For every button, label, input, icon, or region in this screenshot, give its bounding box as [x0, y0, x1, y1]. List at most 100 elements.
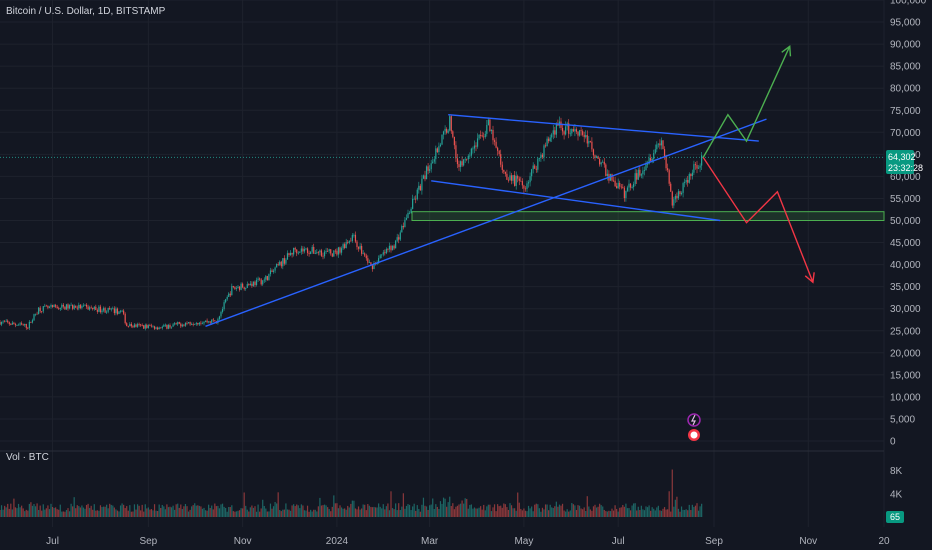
- candle-body: [183, 324, 185, 326]
- volume-bar: [206, 510, 208, 517]
- volume-bar: [175, 504, 177, 517]
- volume-bar: [231, 505, 233, 517]
- candle-body: [212, 319, 214, 321]
- candle-body: [70, 304, 72, 306]
- volume-bar: [99, 505, 102, 517]
- bullish-projection-path[interactable]: [702, 46, 791, 158]
- volume-bar: [14, 507, 17, 517]
- candle-body: [296, 249, 298, 254]
- candle-body: [50, 305, 52, 307]
- candle-body: [240, 283, 242, 290]
- volume-bar: [634, 503, 636, 517]
- candles: [0, 114, 884, 331]
- candle-body: [551, 134, 553, 138]
- candle-body: [313, 246, 315, 254]
- volume-bar: [441, 503, 443, 517]
- trend-drawings[interactable]: [205, 44, 815, 327]
- bearish-projection-path[interactable]: [702, 157, 814, 283]
- candle-body: [373, 263, 375, 270]
- candle-body: [361, 245, 363, 254]
- volume-bar: [353, 500, 355, 517]
- candle-body: [96, 310, 98, 312]
- candle-body: [580, 130, 582, 132]
- volume-bar: [58, 509, 60, 517]
- candle-body: [589, 141, 591, 142]
- candle-body: [469, 155, 471, 157]
- volume-bar: [229, 507, 231, 517]
- volume-bar: [489, 504, 491, 517]
- volume-bar: [399, 510, 401, 517]
- candle-body: [101, 310, 103, 313]
- lightning-event-icon[interactable]: [687, 413, 701, 427]
- volume-bar: [62, 511, 64, 517]
- candle-body: [72, 304, 74, 309]
- candle-body: [322, 255, 324, 257]
- volume-bar: [110, 504, 112, 517]
- volume-bar: [359, 509, 361, 517]
- candle-body: [161, 326, 163, 329]
- candle-body: [493, 140, 496, 142]
- candle-body: [90, 307, 92, 309]
- candle-body: [449, 116, 451, 131]
- candle-body: [286, 253, 289, 260]
- channel-lower-line[interactable]: [431, 180, 721, 222]
- volume-bar: [574, 505, 576, 517]
- volume-bar: [439, 501, 442, 517]
- time-axis[interactable]: Jul Sep Nov 2024 Mar May Jul Sep Nov 20: [46, 536, 890, 547]
- volume-bar: [4, 505, 6, 517]
- symbol-title[interactable]: Bitcoin / U.S. Dollar, 1D, BITSTAMP: [6, 6, 166, 17]
- volume-bar: [11, 509, 13, 517]
- candle-body: [351, 235, 353, 242]
- candle-body: [473, 145, 476, 149]
- volume-bar: [693, 506, 695, 517]
- volume-bar: [640, 505, 642, 517]
- volume-bar: [575, 510, 578, 517]
- volume-bar: [430, 504, 432, 517]
- volume-bar: [64, 511, 66, 517]
- candle-body: [339, 247, 341, 253]
- volume-bar: [472, 508, 474, 517]
- candle-body: [602, 161, 604, 163]
- volume-bar: [381, 508, 383, 517]
- price-axis[interactable]: 0 5,000 10,000 15,000 20,000 25,000 30,000 35,0…: [890, 0, 927, 448]
- candle-body: [514, 175, 516, 186]
- volume-bar: [662, 508, 664, 517]
- volume-bar: [316, 511, 318, 517]
- volume-bar: [682, 509, 684, 517]
- volume-bar: [172, 505, 174, 517]
- candle-body: [51, 305, 54, 307]
- volume-bar: [226, 511, 228, 517]
- volume-bar: [620, 507, 622, 517]
- volume-bar: [2, 509, 4, 517]
- volume-bar: [186, 506, 188, 517]
- candle-body: [359, 245, 361, 249]
- event-icons[interactable]: [687, 413, 701, 441]
- rising-trendline[interactable]: [205, 118, 767, 327]
- candle-body: [594, 155, 596, 158]
- candle-body: [427, 166, 429, 171]
- volume-bar: [566, 509, 568, 517]
- candle-body: [620, 186, 622, 188]
- candle-body: [685, 179, 687, 183]
- volume-bar: [529, 508, 531, 517]
- volume-bar: [351, 500, 353, 517]
- volume-bar: [333, 495, 335, 517]
- volume-bar: [631, 505, 633, 517]
- volume-bar: [452, 503, 454, 517]
- volume-bar: [24, 511, 26, 517]
- channel-upper-line[interactable]: [448, 114, 759, 142]
- volume-bar: [55, 507, 57, 517]
- candle-body: [654, 149, 656, 154]
- volume-bar: [27, 510, 29, 517]
- candle-body: [489, 119, 491, 132]
- volume-bar: [572, 504, 574, 517]
- volume-bar: [347, 505, 349, 517]
- volume-bar: [413, 503, 415, 517]
- volume-bar: [113, 507, 115, 517]
- volume-bar: [78, 506, 80, 517]
- volume-bar: [251, 505, 253, 517]
- volume-bar: [393, 509, 395, 517]
- candle-body: [331, 253, 333, 257]
- candle-body: [639, 169, 641, 176]
